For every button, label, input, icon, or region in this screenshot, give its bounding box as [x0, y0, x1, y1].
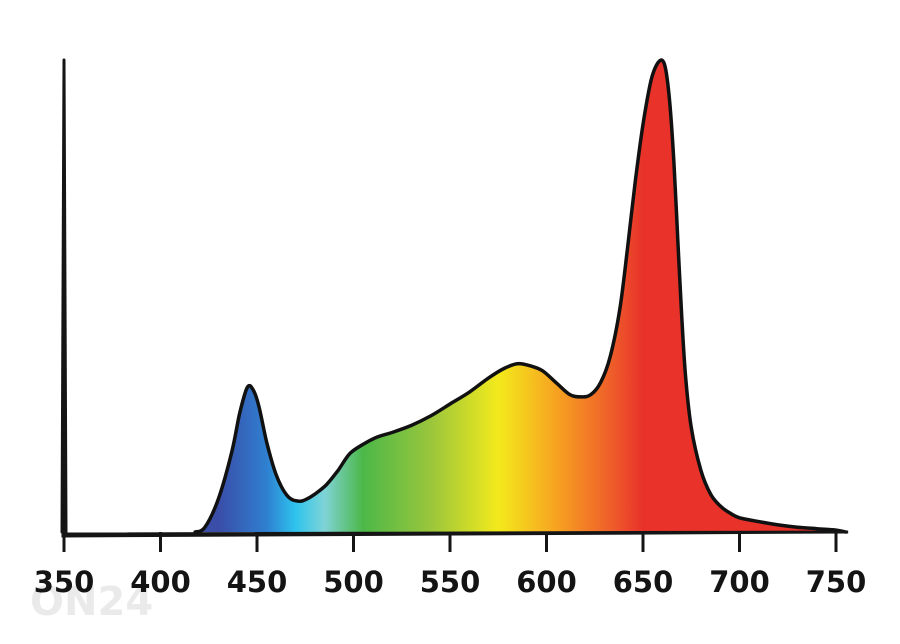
x-axis-ticks — [62, 532, 838, 552]
x-axis-tick-labels: 350 400 450 500 550 600 650 700 750 — [34, 565, 867, 599]
spectrum-curve-line — [193, 58, 848, 534]
x-tick-label-500: 500 — [323, 565, 384, 599]
plot-area — [193, 58, 848, 534]
watermark-logo: ON24 — [30, 579, 153, 625]
x-tick-label-650: 650 — [613, 565, 674, 599]
axes: 350 400 450 500 550 600 650 700 750 — [34, 58, 867, 599]
x-tick-label-700: 700 — [709, 565, 770, 599]
y-axis-line — [60, 58, 68, 534]
x-tick-label-350: 350 — [34, 565, 95, 599]
x-tick-label-400: 400 — [130, 565, 191, 599]
x-tick-label-750: 750 — [806, 565, 867, 599]
x-tick-label-600: 600 — [516, 565, 577, 599]
x-tick-label-550: 550 — [420, 565, 481, 599]
spectrum-area-fill — [195, 60, 846, 533]
x-axis-line — [61, 530, 849, 538]
x-tick-label-450: 450 — [227, 565, 288, 599]
